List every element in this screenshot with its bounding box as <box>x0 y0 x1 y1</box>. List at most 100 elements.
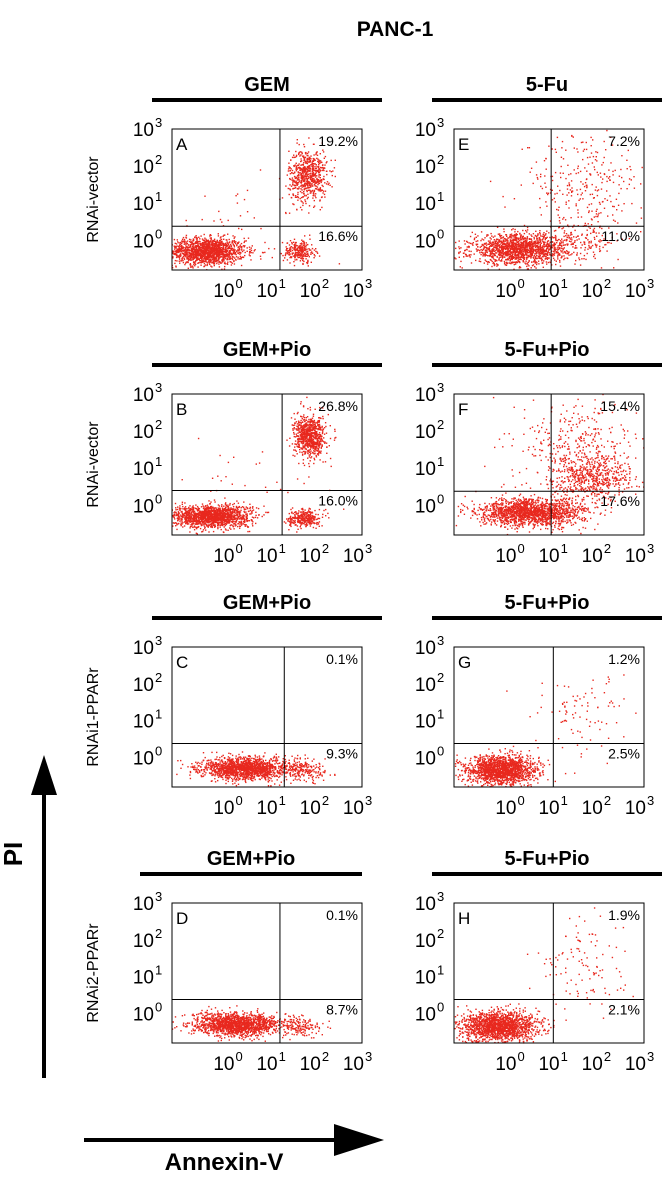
data-point <box>600 173 601 174</box>
y-tick-exponent: 1 <box>437 189 444 204</box>
data-point <box>591 218 592 219</box>
data-point <box>565 219 566 220</box>
data-point <box>528 265 529 266</box>
data-point <box>584 167 585 168</box>
data-point <box>202 243 203 244</box>
data-point <box>224 266 225 267</box>
data-point <box>470 243 471 244</box>
data-point <box>249 520 250 521</box>
data-point <box>245 511 246 512</box>
data-point <box>500 254 501 255</box>
data-point <box>296 252 297 253</box>
data-point <box>301 178 302 179</box>
data-point <box>175 503 176 504</box>
data-point <box>304 248 305 249</box>
data-point <box>530 257 531 258</box>
data-point <box>467 246 468 247</box>
data-point <box>231 264 232 265</box>
data-point <box>302 172 303 173</box>
data-point <box>557 247 558 248</box>
data-point <box>187 243 188 244</box>
data-point <box>528 252 529 253</box>
data-point <box>249 252 250 253</box>
data-point <box>312 178 313 179</box>
data-point <box>546 246 547 247</box>
data-point <box>178 250 179 251</box>
data-point <box>477 235 478 236</box>
data-point <box>542 236 543 237</box>
data-point <box>581 258 582 259</box>
data-point <box>554 244 555 245</box>
data-point <box>564 232 565 233</box>
data-point <box>297 178 298 179</box>
data-point <box>592 232 593 233</box>
data-point <box>237 523 238 524</box>
data-point <box>305 246 306 247</box>
data-point <box>292 181 293 182</box>
data-point <box>474 238 475 239</box>
data-point <box>292 247 293 248</box>
data-point <box>522 230 523 231</box>
data-point <box>544 183 545 184</box>
data-point <box>304 253 305 254</box>
data-point <box>531 267 532 268</box>
data-point <box>534 259 535 260</box>
data-point <box>306 181 307 182</box>
data-point <box>542 188 543 189</box>
data-point <box>211 244 212 245</box>
data-point <box>530 172 531 173</box>
data-point <box>561 242 562 243</box>
data-point <box>522 149 523 150</box>
data-point <box>189 250 190 251</box>
data-point <box>223 259 224 260</box>
y-tick-exponent: 3 <box>437 115 444 130</box>
data-point <box>515 235 516 236</box>
data-point <box>516 238 517 239</box>
data-point <box>237 242 238 243</box>
data-point <box>314 163 315 164</box>
x-axis-label: Annexin-V <box>165 1149 284 1174</box>
data-point <box>204 266 205 267</box>
data-point <box>616 209 617 210</box>
data-point <box>567 165 568 166</box>
data-point <box>565 244 566 245</box>
panel-header-bar <box>152 363 382 367</box>
data-point <box>527 227 528 228</box>
data-point <box>213 257 214 258</box>
data-point <box>473 242 474 243</box>
data-point <box>543 256 544 257</box>
data-point <box>214 253 215 254</box>
data-point <box>591 211 592 212</box>
data-point <box>534 266 535 267</box>
data-point <box>519 233 520 234</box>
panel-header: GEM+Pio <box>223 339 311 361</box>
y-tick-exponent: 2 <box>437 152 444 167</box>
data-point <box>297 182 298 183</box>
data-point <box>531 240 532 241</box>
data-point <box>524 249 525 250</box>
data-point <box>207 249 208 250</box>
data-point <box>477 244 478 245</box>
data-point <box>323 168 324 169</box>
data-point <box>581 194 582 195</box>
data-point <box>557 186 558 187</box>
data-point <box>520 236 521 237</box>
data-point <box>217 255 218 256</box>
data-point <box>302 164 303 165</box>
data-point <box>549 252 550 253</box>
data-point <box>582 183 583 184</box>
data-point <box>530 256 531 257</box>
data-point <box>311 183 312 184</box>
data-point <box>640 231 641 232</box>
data-point <box>536 239 537 240</box>
data-point <box>236 256 237 257</box>
data-point <box>571 253 572 254</box>
data-point <box>490 253 491 254</box>
data-point <box>504 243 505 244</box>
data-point <box>586 171 587 172</box>
data-point <box>492 250 493 251</box>
data-point <box>499 233 500 234</box>
data-point <box>585 182 586 183</box>
data-point <box>524 255 525 256</box>
data-point <box>568 255 569 256</box>
